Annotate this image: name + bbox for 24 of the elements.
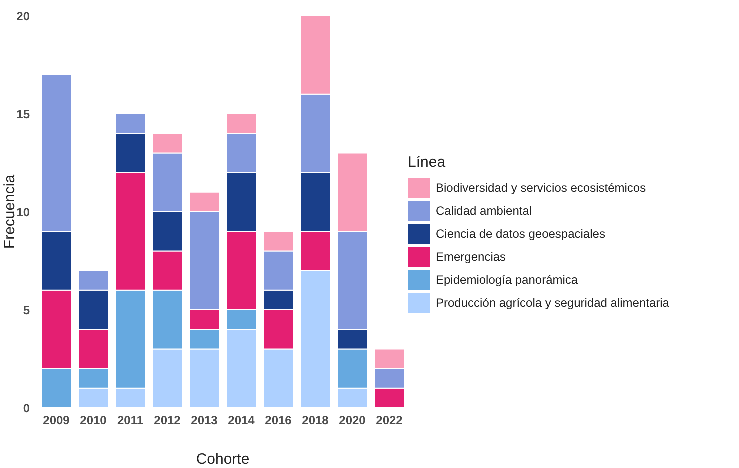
y-axis-title: Frecuencia bbox=[1, 174, 18, 250]
legend-label: Producción agrícola y seguridad alimentaria bbox=[436, 296, 670, 310]
x-tick-label: 2010 bbox=[80, 414, 108, 428]
legend-label: Calidad ambiental bbox=[436, 204, 532, 218]
x-tick-label: 2009 bbox=[43, 414, 70, 428]
y-tick-label: 20 bbox=[16, 9, 30, 24]
legend-label: Epidemiología panorámica bbox=[436, 273, 578, 287]
legend-label: Emergencias bbox=[436, 250, 506, 264]
legend-label: Biodiversidad y servicios ecosistémicos bbox=[436, 181, 646, 195]
y-tick-label: 15 bbox=[16, 107, 30, 122]
x-tick-label: 2020 bbox=[339, 414, 366, 428]
x-tick-label: 2011 bbox=[117, 414, 144, 428]
x-tick-label: 2012 bbox=[154, 414, 182, 428]
legend-label: Ciencia de datos geoespaciales bbox=[436, 227, 606, 241]
x-tick-label: 2022 bbox=[376, 414, 404, 428]
x-axis-title: Cohorte bbox=[196, 451, 250, 468]
y-tick-label: 10 bbox=[16, 205, 30, 220]
x-tick-label: 2018 bbox=[302, 414, 330, 428]
x-tick-label: 2016 bbox=[265, 414, 292, 428]
x-tick-label: 2014 bbox=[228, 414, 256, 428]
y-tick-label: 5 bbox=[23, 303, 30, 318]
x-tick-label: 2013 bbox=[191, 414, 218, 428]
legend-title: Línea bbox=[408, 154, 447, 170]
y-tick-label: 0 bbox=[23, 401, 30, 416]
